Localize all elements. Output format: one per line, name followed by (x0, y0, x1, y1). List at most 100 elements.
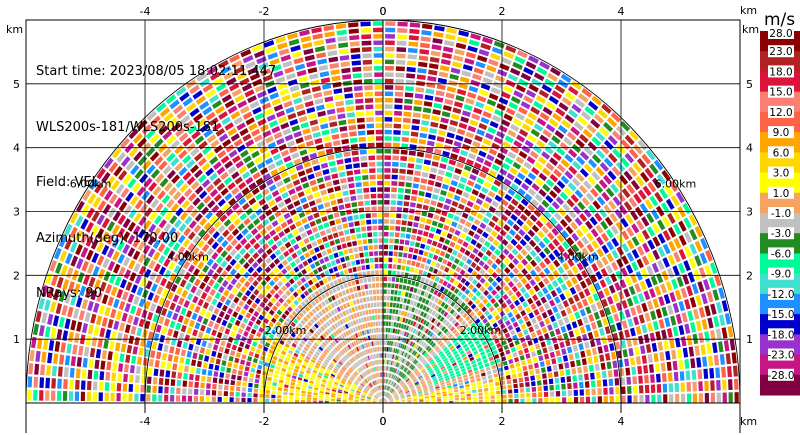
range-gate (319, 71, 330, 78)
range-gate (200, 206, 209, 216)
range-gate (250, 315, 257, 323)
range-gate (313, 353, 319, 359)
range-gate (657, 259, 665, 271)
range-gate (231, 60, 243, 69)
range-gate (603, 387, 608, 395)
range-gate (543, 385, 549, 391)
range-gate (447, 342, 453, 348)
range-gate (352, 240, 358, 247)
range-gate (436, 84, 446, 91)
range-gate (367, 322, 371, 328)
range-gate (690, 358, 696, 369)
range-gate (115, 183, 125, 195)
range-gate (462, 64, 473, 72)
range-gate (627, 318, 634, 328)
range-gate (374, 334, 377, 340)
range-gate (396, 342, 400, 348)
range-gate (697, 281, 705, 293)
range-gate (275, 36, 287, 44)
range-gate (287, 32, 298, 40)
range-gate (375, 394, 379, 398)
range-gate (529, 249, 537, 258)
range-gate (229, 213, 238, 222)
range-gate (526, 358, 532, 365)
range-gate (243, 217, 251, 226)
range-gate (132, 250, 141, 261)
range-gate (638, 375, 643, 384)
range-gate (363, 371, 367, 376)
range-gate (683, 246, 692, 258)
range-gate (433, 381, 439, 386)
range-gate (392, 161, 399, 167)
range-gate (361, 365, 365, 370)
range-gate (311, 27, 322, 34)
range-gate (487, 325, 494, 332)
range-gate (368, 394, 373, 397)
range-gate (495, 284, 502, 292)
range-gate (374, 396, 378, 400)
range-gate (450, 335, 456, 342)
range-gate (366, 386, 370, 390)
range-gate (78, 310, 86, 321)
range-gate (396, 40, 407, 46)
range-gate (397, 356, 401, 361)
range-gate (403, 375, 407, 380)
range-gate (733, 378, 739, 390)
range-gate (430, 200, 437, 207)
range-gate (373, 296, 377, 301)
range-gate (166, 169, 176, 180)
range-gate (377, 366, 379, 371)
range-gate (562, 355, 569, 362)
range-gate (444, 252, 451, 259)
range-gate (377, 340, 380, 346)
range-gate (67, 281, 75, 293)
range-gate (424, 328, 429, 334)
range-gate (487, 126, 497, 135)
range-gate (510, 316, 516, 323)
range-gate (405, 360, 409, 366)
range-gate (426, 258, 432, 265)
range-gate (49, 301, 57, 313)
range-gate (427, 347, 432, 353)
range-gate (549, 189, 558, 199)
range-gate (430, 391, 435, 395)
range-gate (181, 289, 189, 298)
range-gate (582, 298, 589, 307)
range-gate (353, 169, 361, 175)
range-gate (452, 173, 460, 181)
range-gate (564, 153, 574, 163)
range-gate (364, 200, 371, 206)
range-gate (551, 201, 560, 210)
range-gate (473, 366, 479, 372)
range-gate (430, 360, 435, 366)
range-gate (307, 214, 314, 222)
range-gate (390, 200, 397, 205)
range-gate (423, 387, 428, 391)
range-gate (415, 344, 419, 350)
range-gate (578, 374, 584, 381)
range-gate (449, 73, 460, 81)
range-gate (535, 368, 541, 375)
range-gate (385, 46, 395, 52)
range-gate (152, 186, 162, 196)
range-gate (222, 138, 232, 148)
range-gate (401, 143, 409, 149)
range-gate (631, 223, 640, 234)
range-gate (676, 276, 684, 288)
range-gate (386, 392, 389, 397)
range-gate (635, 356, 642, 365)
range-gate (393, 136, 401, 142)
range-gate (297, 333, 303, 339)
range-gate (392, 367, 395, 373)
range-gate (483, 281, 490, 288)
range-gate (446, 27, 457, 34)
range-gate (505, 319, 511, 327)
range-gate (212, 230, 220, 240)
range-gate (363, 245, 369, 251)
range-gate (721, 327, 728, 339)
range-gate (444, 40, 455, 47)
range-gate (360, 351, 364, 357)
range-gate (345, 235, 351, 242)
range-gate (150, 115, 161, 126)
range-gate (430, 246, 436, 253)
